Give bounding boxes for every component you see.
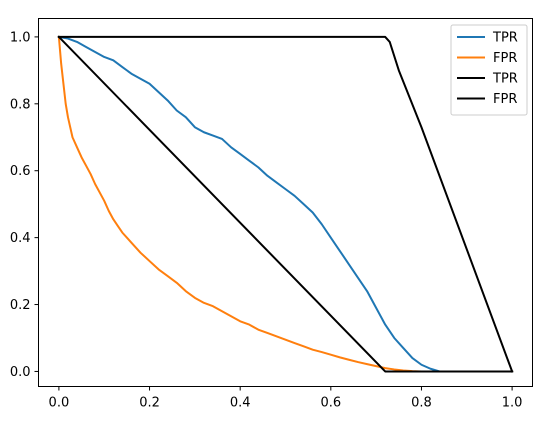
series-line-2-tpr: [57, 35, 514, 373]
y-tick-label: 0.8: [10, 97, 31, 112]
legend-label-2: TPR: [492, 72, 518, 87]
legend-label-0: TPR: [492, 31, 518, 46]
series-line-3-fpr: [57, 35, 514, 373]
x-tick-label: 0.6: [320, 396, 341, 411]
legend-label-3: FPR: [493, 92, 517, 107]
x-tick-label: 0.8: [411, 396, 432, 411]
series-lines: [57, 35, 514, 373]
y-tick-label: 0.6: [10, 164, 31, 179]
plot-area-frame: [38, 18, 533, 387]
x-axis-ticks: 0.0 0.2 0.4 0.6 0.8 1.0: [49, 386, 523, 411]
y-tick-label: 1.0: [10, 30, 31, 45]
x-tick-label: 0.2: [139, 396, 160, 411]
y-tick-label: 0.4: [10, 231, 31, 246]
y-axis-ticks: 0.0 0.2 0.4 0.6 0.8 1.0: [10, 30, 39, 380]
series-line-1-fpr: [57, 35, 514, 373]
x-tick-label: 0.0: [49, 396, 70, 411]
legend-box: [450, 24, 528, 116]
legend-label-1: FPR: [493, 51, 517, 66]
x-tick-label: 1.0: [502, 396, 523, 411]
y-tick-label: 0.0: [10, 365, 31, 380]
legend: TPR FPR TPR FPR: [450, 24, 528, 116]
x-tick-label: 0.4: [230, 396, 251, 411]
series-line-0-tpr: [57, 35, 514, 373]
y-tick-label: 0.2: [10, 298, 31, 313]
